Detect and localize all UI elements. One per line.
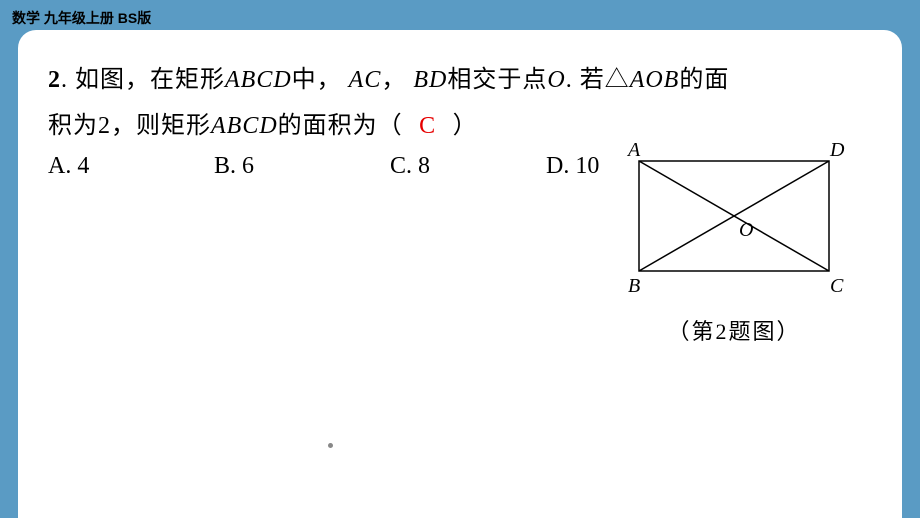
q-line2-2: 的面积为（ <box>278 113 403 139</box>
q-abcd2: ABCD <box>211 113 278 139</box>
q-text-4: . 若△ <box>566 67 630 93</box>
q-ac: AC <box>342 67 382 93</box>
q-text-5: 的面 <box>679 67 729 93</box>
label-o: O <box>739 219 753 241</box>
label-d: D <box>829 139 845 161</box>
q-text-1: . 如图，在矩形 <box>61 67 225 93</box>
content-card: 2. 如图，在矩形ABCD中， AC， BD相交于点O. 若△AOB的面 积为2… <box>18 30 902 518</box>
q-line2-1: 积为2，则矩形 <box>48 113 211 139</box>
label-c: C <box>830 275 844 297</box>
figure-caption: （第2题图） <box>614 314 854 346</box>
page-header: 数学 九年级上册 BS版 <box>12 8 151 28</box>
figure-container: A D B C O （第2题图） <box>614 136 854 346</box>
dot-marker <box>328 443 333 448</box>
option-a: A. 4 <box>48 153 208 180</box>
answer-letter: C <box>403 104 453 150</box>
q-abcd: ABCD <box>225 67 292 93</box>
q-o: O <box>547 67 565 93</box>
question-number: 2 <box>48 67 61 93</box>
label-b: B <box>628 275 640 297</box>
label-a: A <box>626 139 641 161</box>
option-c: C. 8 <box>390 153 540 180</box>
q-text-2: 中， <box>292 67 342 93</box>
option-b: B. 6 <box>214 153 384 180</box>
q-line2-3: ） <box>453 113 478 139</box>
q-bd: BD <box>406 67 447 93</box>
rectangle-diagram: A D B C O <box>614 136 854 301</box>
q-text-3: 相交于点 <box>447 67 547 93</box>
q-aob: AOB <box>630 67 680 93</box>
q-comma: ， <box>381 67 406 93</box>
